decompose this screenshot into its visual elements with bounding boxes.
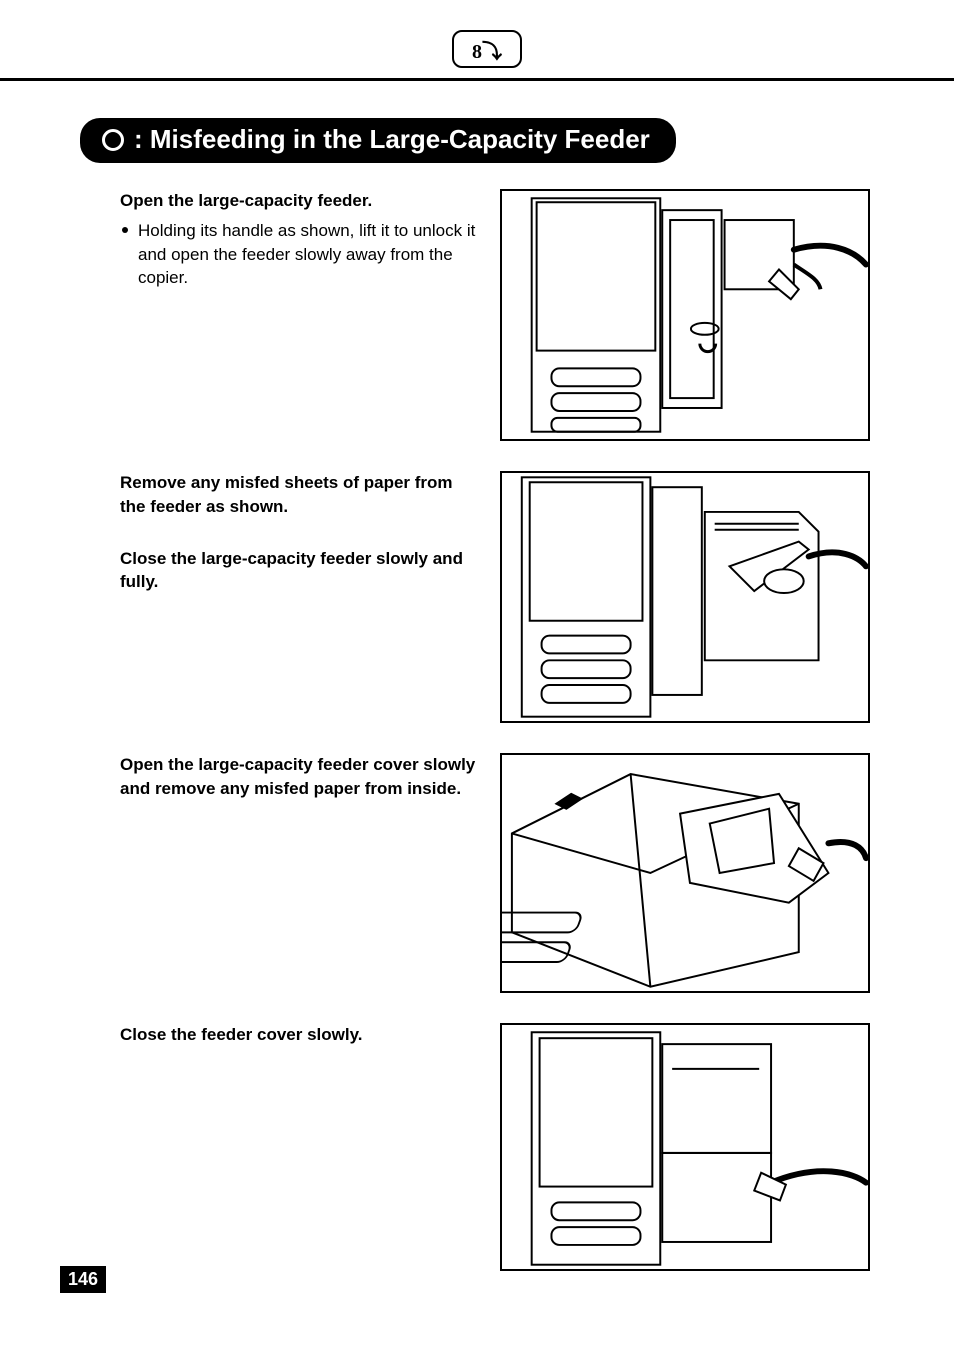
step-row: Open the large-capacity feeder. Holding …: [120, 189, 894, 441]
section-title-pill: : Misfeeding in the Large-Capacity Feede…: [80, 118, 676, 163]
step-bullet-text: Holding its handle as shown, lift it to …: [138, 219, 480, 290]
step-row: Open the large-capacity feeder cover slo…: [120, 753, 894, 993]
step-heading: Remove any misfed sheets of paper from t…: [120, 471, 480, 519]
step-bullet: Holding its handle as shown, lift it to …: [120, 219, 480, 290]
section-title-text: : Misfeeding in the Large-Capacity Feede…: [134, 124, 650, 154]
step-figure: [500, 471, 870, 723]
step-row: Close the feeder cover slowly.: [120, 1023, 894, 1271]
step-text: Open the large-capacity feeder. Holding …: [120, 189, 500, 290]
step-heading: Close the feeder cover slowly.: [120, 1023, 480, 1047]
step-heading-2: Close the large-capacity feeder slowly a…: [120, 547, 480, 595]
step-figure: [500, 189, 870, 441]
bullet-icon: [122, 227, 128, 233]
step-figure: [500, 753, 870, 993]
paper-jam-icon: 8⤵: [472, 35, 502, 64]
step-heading: Open the large-capacity feeder cover slo…: [120, 753, 480, 801]
manual-page: 8⤵ : Misfeeding in the Large-Capacity Fe…: [0, 0, 954, 1348]
step-text: Remove any misfed sheets of paper from t…: [120, 471, 500, 600]
step-row: Remove any misfed sheets of paper from t…: [120, 471, 894, 723]
header-divider: [0, 78, 954, 81]
paper-jam-indicator-box: 8⤵: [452, 30, 522, 68]
step-text: Close the feeder cover slowly.: [120, 1023, 500, 1053]
step-figure: [500, 1023, 870, 1271]
step-text: Open the large-capacity feeder cover slo…: [120, 753, 500, 807]
hollow-circle-icon: [102, 129, 124, 151]
page-number: 146: [60, 1266, 106, 1293]
step-heading: Open the large-capacity feeder.: [120, 189, 480, 213]
page-header: 8⤵: [80, 30, 894, 90]
steps-content: Open the large-capacity feeder. Holding …: [80, 189, 894, 1271]
